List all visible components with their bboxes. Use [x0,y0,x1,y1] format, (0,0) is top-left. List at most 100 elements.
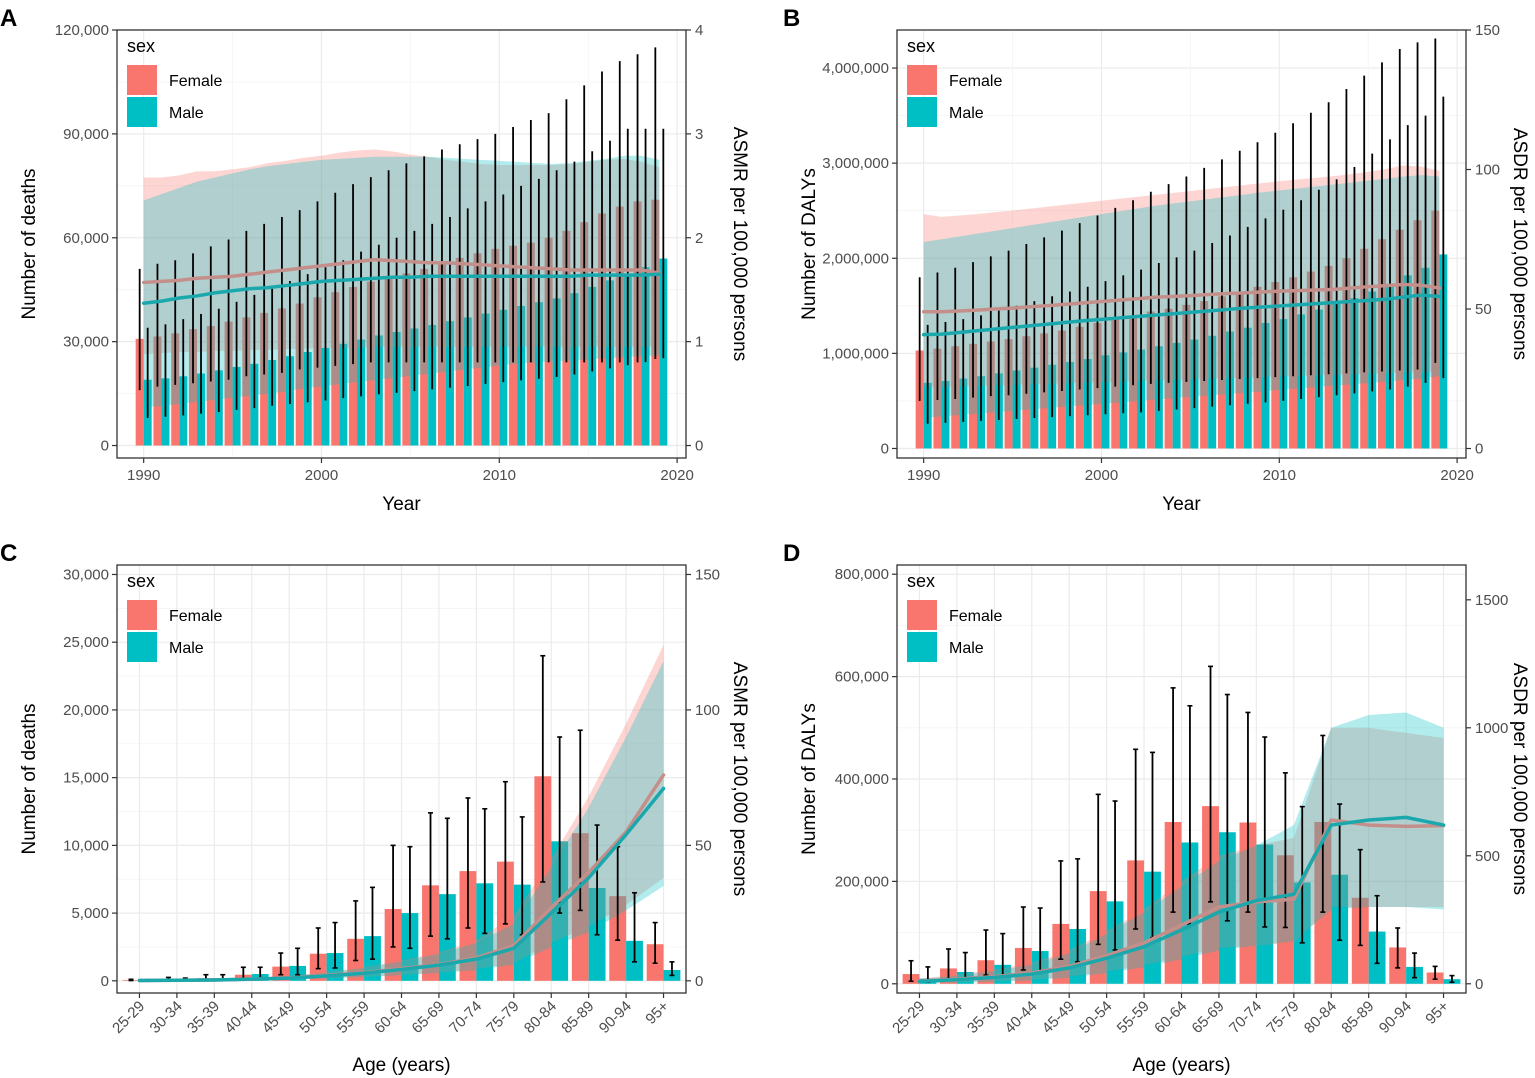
y2-tick-label: 50 [1475,301,1492,318]
x-tick-label: 2000 [305,467,338,484]
panel-c: C 0 5,000 10,000 15,000 20,000 25,000 30,000 0 50… [0,540,750,1076]
legend-swatch-male [127,97,157,127]
y2-tick-label: 3 [695,126,703,143]
ribbon-female [919,727,1444,984]
bar-female [260,312,269,446]
y2-axis-title: ASMR per 100,000 persons [729,662,750,896]
y-tick-label: 0 [101,438,109,455]
x-tick-label: 1990 [127,467,160,484]
plot-border [116,29,687,459]
rate-line-male [917,815,1446,984]
y-axis-title: Number of deaths [19,168,40,319]
y2-axis-title: ASDR per 100,000 persons [1509,663,1530,895]
y-tick-label: 4,000,000 [822,60,889,77]
bar-female [277,308,286,446]
x-tick-label: 85-89 [558,998,597,1037]
legend: sex Female Male [127,36,222,127]
legend-title: sex [127,571,155,591]
legend-swatch-female [907,65,937,95]
x-tick-label: 55-59 [1114,998,1153,1037]
y-tick-label: 60,000 [63,230,109,247]
y2-tick-label: 1000 [1475,720,1508,737]
y2-tick-label: 4 [695,22,703,39]
x-tick-label: 50-54 [296,998,335,1037]
rate-line-male [921,293,1442,337]
x-tick-label: 80-84 [521,998,560,1037]
legend-swatch-male [907,632,937,662]
y-tick-label: 15,000 [63,770,109,787]
x-tick-label: 2010 [483,467,516,484]
legend-label-female: Female [949,73,1002,90]
legend-swatch-male [907,97,937,127]
panel-letter: D [783,540,800,567]
x-tick-label: 80-84 [1301,998,1340,1037]
panel-b: B 0 1,000,000 2,000,000 3,000,000 4,000,000 0 5… [783,5,1530,515]
x-tick-label: 60-64 [371,998,410,1037]
y-tick-label: 0 [881,440,889,457]
legend-label-female: Female [169,608,222,625]
bar-female [349,286,358,446]
y2-tick-label: 0 [1475,976,1483,993]
x-tick-label: 30-34 [147,998,186,1037]
x-tick-label: 90-94 [596,998,635,1037]
x-axis-title: Year [382,494,421,515]
ribbon-male [919,712,1444,984]
x-tick-label: 35-39 [964,998,1003,1037]
x-tick-label: 70-74 [1226,998,1265,1037]
rate-line-female [921,282,1442,314]
x-tick-label: 95+ [1422,998,1452,1028]
errorbars-female [908,665,1438,983]
y2-tick-label: 500 [1475,848,1500,865]
panel-a: A 0 30,000 60,000 90,000 120,000 0 1 2 3 4 1990 2000… [0,5,750,515]
gridlines [117,565,686,993]
bar-female [153,336,162,446]
x-axis-title: Age (years) [1132,1055,1230,1076]
y-tick-label: 200,000 [835,873,889,890]
legend-label-female: Female [949,608,1002,625]
x-tick-label: 85-89 [1338,998,1377,1037]
bar-female [135,338,144,446]
y-tick-label: 600,000 [835,669,889,686]
x-tick-label: 25-29 [109,998,148,1037]
y-tick-label: 10,000 [63,837,109,854]
x-tick-label: 60-64 [1151,998,1190,1037]
plot-border [896,29,1467,459]
errorbars-male [925,693,1455,984]
x-tick-label: 30-34 [927,998,966,1037]
legend-title: sex [907,571,935,591]
y2-tick-label: 50 [695,837,712,854]
x-tick-label: 25-29 [889,998,928,1037]
x-tick-label: 2020 [1440,467,1473,484]
legend-swatch-female [907,600,937,630]
y-tick-label: 0 [881,976,889,993]
x-tick-label: 40-44 [1001,998,1040,1037]
y2-tick-label: 100 [1475,162,1500,179]
legend: sex Female Male [907,36,1002,127]
x-tick-label: 50-54 [1076,998,1115,1037]
legend-swatch-male [127,632,157,662]
y-tick-label: 0 [101,973,109,990]
y-axis-title: Number of DALYs [799,703,820,855]
x-tick-label: 65-69 [1189,998,1228,1037]
y-tick-label: 800,000 [835,566,889,583]
y2-tick-label: 150 [695,566,720,583]
legend-label-female: Female [169,73,222,90]
y-axis-title: Number of DALYs [799,168,820,320]
legend-title: sex [127,36,155,56]
panel-d: D 0 200,000 400,000 600,000 800,000 0 500 1000 15… [783,540,1530,1076]
bar-female [189,329,198,446]
x-tick-label: 65-69 [409,998,448,1037]
x-tick-label: 90-94 [1376,998,1415,1037]
legend-label-male: Male [169,640,204,657]
x-tick-label: 35-39 [184,998,223,1037]
x-tick-label: 70-74 [446,998,485,1037]
panel-letter: A [0,5,17,32]
y2-tick-label: 1500 [1475,592,1508,609]
y-axis-title: Number of deaths [19,703,40,854]
legend: sex Female Male [127,571,222,662]
ribbon-female [139,644,664,981]
y2-tick-label: 2 [695,230,703,247]
x-tick-label: 75-79 [1263,998,1302,1037]
legend: sex Female Male [907,571,1002,662]
